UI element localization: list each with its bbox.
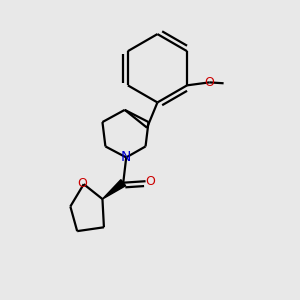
Polygon shape bbox=[102, 180, 126, 199]
Text: N: N bbox=[121, 150, 131, 164]
Text: O: O bbox=[77, 177, 87, 190]
Text: O: O bbox=[204, 76, 214, 88]
Text: O: O bbox=[146, 175, 155, 188]
